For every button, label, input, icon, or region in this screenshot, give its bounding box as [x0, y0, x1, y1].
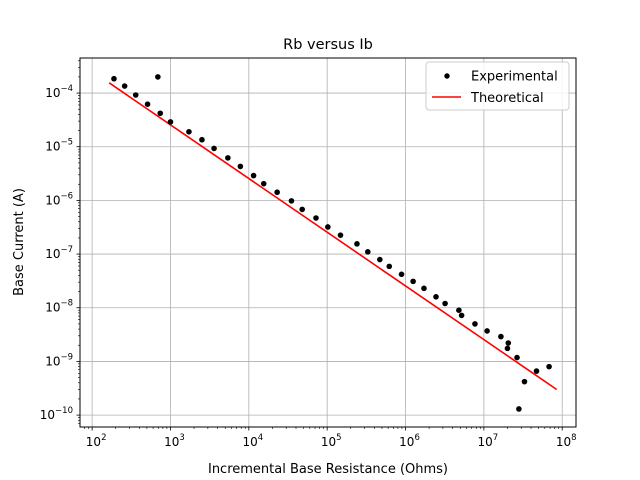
experimental-point [505, 340, 512, 346]
experimental-point [337, 232, 344, 238]
experimental-point [111, 75, 117, 82]
experimental-point [364, 249, 371, 255]
x-axis-title: Incremental Base Resistance (Ohms) [208, 462, 448, 477]
y-axis: 10−10 10−9 10−8 10−7 10−6 10−5 10−4 [40, 60, 80, 424]
experimental-point [299, 206, 305, 213]
y-tick-label: 10−9 [45, 352, 73, 368]
experimental-point [386, 263, 393, 270]
experimental-point [211, 145, 217, 152]
experimental-point [186, 128, 192, 135]
y-tick-label: 10−5 [45, 138, 73, 154]
theoretical-line [108, 82, 558, 391]
y-tick-label: 10−7 [45, 245, 73, 261]
experimental-point [433, 293, 439, 300]
experimental-point [410, 278, 416, 285]
y-tick-label: 10−10 [40, 406, 73, 422]
experimental-point [167, 119, 174, 125]
experimental-point [155, 74, 161, 80]
experimental-point [533, 368, 540, 374]
experimental-point [421, 285, 427, 292]
experimental-series [111, 74, 552, 412]
plot-frame [79, 57, 577, 428]
chart-title: Rb versus Ib [283, 37, 373, 53]
experimental-point [288, 198, 295, 204]
experimental-point [521, 378, 528, 385]
legend-label-experimental: Experimental [471, 70, 558, 85]
experimental-point [237, 163, 244, 170]
x-tick-label: 108 [556, 433, 577, 449]
experimental-point [546, 363, 552, 370]
experimental-point [514, 354, 520, 361]
x-tick-label: 103 [164, 433, 185, 449]
experimental-point [398, 271, 405, 278]
y-axis-title: Base Current (A) [12, 188, 27, 296]
x-tick-label: 105 [321, 433, 342, 449]
experimental-point [121, 83, 128, 89]
experimental-point [199, 136, 205, 143]
x-tick-label: 107 [478, 433, 499, 449]
x-axis: 102 103 104 105 106 107 108 [84, 427, 577, 449]
experimental-point [456, 307, 462, 314]
legend-label-theoretical: Theoretical [470, 91, 544, 106]
experimental-point [516, 406, 522, 412]
x-tick-label: 104 [242, 433, 263, 449]
experimental-point [144, 101, 151, 108]
legend: Experimental Theoretical [425, 61, 570, 111]
experimental-point [313, 215, 319, 221]
x-tick-label: 102 [86, 433, 107, 449]
experimental-point [442, 300, 448, 307]
experimental-point [274, 189, 280, 196]
x-tick-label: 106 [399, 433, 420, 449]
experimental-point [354, 241, 360, 247]
experimental-point [504, 345, 511, 352]
experimental-point [157, 110, 164, 117]
experimental-point [132, 92, 139, 98]
y-tick-label: 10−6 [45, 191, 73, 207]
experimental-point [472, 321, 478, 327]
legend-frame [425, 61, 570, 111]
experimental-point [484, 328, 490, 334]
y-tick-label: 10−4 [45, 84, 73, 100]
y-tick-label: 10−8 [45, 299, 73, 315]
experimental-point [377, 256, 383, 263]
experimental-point [458, 312, 465, 319]
experimental-point [225, 155, 231, 161]
experimental-point [260, 180, 267, 187]
experimental-point [250, 172, 257, 179]
legend-marker-experimental [444, 73, 450, 79]
experimental-point [498, 333, 504, 340]
experimental-point [325, 224, 331, 230]
theoretical-series [108, 82, 558, 391]
